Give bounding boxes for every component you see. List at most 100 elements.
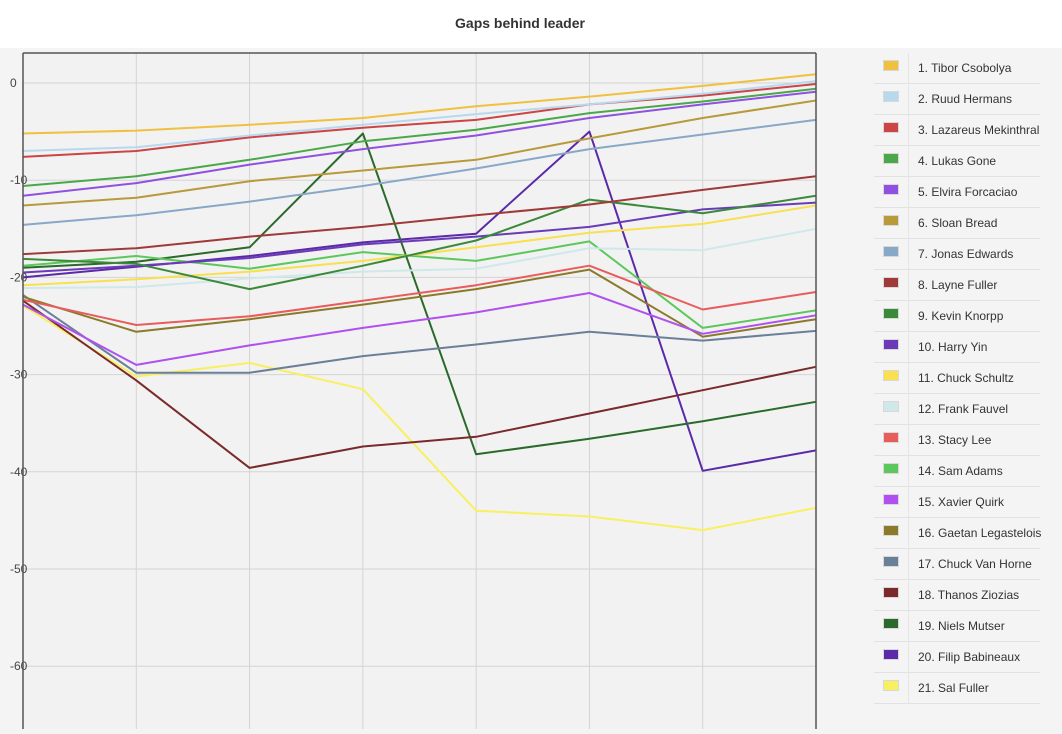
legend-swatch	[883, 587, 899, 598]
legend-label: 10. Harry Yin	[918, 340, 988, 354]
series-line	[22, 90, 817, 197]
legend-item[interactable]: 14. Sam Adams	[874, 456, 1040, 487]
legend-label: 11. Chuck Schultz	[918, 371, 1014, 385]
series-line	[22, 268, 817, 338]
legend-item[interactable]: 18. Thanos Ziozias	[874, 580, 1040, 611]
legend-swatch	[883, 463, 899, 474]
legend-label: 5. Elvira Forcaciao	[918, 185, 1018, 199]
legend-item[interactable]: 12. Frank Fauvel	[874, 394, 1040, 425]
legend-divider	[908, 673, 909, 703]
legend-label: 2. Ruud Hermans	[918, 92, 1013, 106]
legend-divider	[908, 332, 909, 362]
legend-label: 16. Gaetan Legastelois	[918, 526, 1042, 540]
legend-swatch	[883, 649, 899, 660]
legend-swatch	[883, 618, 899, 629]
legend-label: 1. Tibor Csobolya	[918, 61, 1012, 75]
legend-item[interactable]: 8. Layne Fuller	[874, 270, 1040, 301]
legend-label: 12. Frank Fauvel	[918, 402, 1009, 416]
legend-label: 8. Layne Fuller	[918, 278, 998, 292]
series-line	[22, 299, 817, 469]
legend-swatch	[883, 60, 899, 71]
legend-item[interactable]: 7. Jonas Edwards	[874, 239, 1040, 270]
legend-item[interactable]: 15. Xavier Quirk	[874, 487, 1040, 518]
legend-label: 3. Lazareus Mekinthral	[918, 123, 1040, 137]
y-tick-label: -50	[10, 562, 28, 576]
series-line	[22, 240, 817, 329]
legend-item[interactable]: 9. Kevin Knorpp	[874, 301, 1040, 332]
legend-item[interactable]: 5. Elvira Forcaciao	[874, 177, 1040, 208]
legend-swatch	[883, 246, 899, 257]
legend-item[interactable]: 13. Stacy Lee	[874, 425, 1040, 456]
series-line	[22, 83, 817, 158]
series-line	[22, 87, 817, 187]
legend-swatch	[883, 556, 899, 567]
legend-item[interactable]: 4. Lukas Gone	[874, 146, 1040, 177]
series-line	[22, 227, 817, 290]
legend-item[interactable]: 16. Gaetan Legastelois	[874, 518, 1042, 549]
legend-divider	[908, 611, 909, 641]
legend-item[interactable]: 6. Sloan Bread	[874, 208, 1040, 239]
legend-item[interactable]: 10. Harry Yin	[874, 332, 1040, 363]
legend-item[interactable]: 1. Tibor Csobolya	[874, 53, 1040, 84]
legend-swatch	[883, 91, 899, 102]
series-line	[22, 194, 817, 291]
legend-item[interactable]: 17. Chuck Van Horne	[874, 549, 1040, 580]
legend-swatch	[883, 339, 899, 350]
legend-divider	[908, 84, 909, 114]
legend-item[interactable]: 3. Lazareus Mekinthral	[874, 115, 1040, 146]
legend-swatch	[883, 680, 899, 691]
legend-item[interactable]: 20. Filip Babineaux	[874, 642, 1040, 673]
legend-swatch	[883, 432, 899, 443]
legend-swatch	[883, 308, 899, 319]
legend-divider	[908, 239, 909, 269]
series-line	[22, 292, 817, 366]
legend-swatch	[883, 122, 899, 133]
series-line	[22, 264, 817, 326]
legend-divider	[908, 301, 909, 331]
y-tick-label: -40	[10, 465, 28, 479]
legend-swatch	[883, 370, 899, 381]
legend-label: 4. Lukas Gone	[918, 154, 997, 168]
chart-title: Gaps behind leader	[455, 15, 585, 31]
legend-label: 19. Niels Mutser	[918, 619, 1005, 633]
plot-area: 0 -10 -20 -30 -40 -50 -60	[0, 48, 860, 731]
legend-item[interactable]: 11. Chuck Schultz	[874, 363, 1040, 394]
legend-label: 15. Xavier Quirk	[918, 495, 1005, 509]
series-line	[22, 73, 817, 135]
legend-swatch	[883, 525, 899, 536]
series-line	[22, 99, 817, 207]
legend-divider	[908, 270, 909, 300]
legend-divider	[908, 549, 909, 579]
legend-label: 7. Jonas Edwards	[918, 247, 1014, 261]
chart-header: Gaps behind leader	[0, 0, 1062, 48]
legend-divider	[908, 177, 909, 207]
legend-divider	[908, 146, 909, 176]
legend-divider	[908, 518, 909, 548]
y-tick-label: -60	[10, 659, 28, 673]
legend-swatch	[883, 401, 899, 412]
legend-item[interactable]: 19. Niels Mutser	[874, 611, 1040, 642]
legend-divider	[908, 487, 909, 517]
legend: 1. Tibor Csobolya 2. Ruud Hermans 3. Lazar…	[874, 53, 1042, 704]
legend-swatch	[883, 277, 899, 288]
legend-swatch	[883, 153, 899, 164]
legend-divider	[908, 363, 909, 393]
legend-divider	[908, 53, 909, 83]
legend-label: 20. Filip Babineaux	[918, 650, 1021, 664]
legend-label: 13. Stacy Lee	[918, 433, 992, 447]
legend-divider	[908, 580, 909, 610]
legend-label: 9. Kevin Knorpp	[918, 309, 1004, 323]
series-line	[22, 294, 817, 374]
legend-item[interactable]: 2. Ruud Hermans	[874, 84, 1040, 115]
legend-divider	[908, 425, 909, 455]
legend-label: 21. Sal Fuller	[918, 681, 989, 695]
legend-label: 17. Chuck Van Horne	[918, 557, 1032, 571]
y-tick-label: 0	[10, 76, 17, 90]
legend-item[interactable]: 21. Sal Fuller	[874, 673, 1040, 704]
line-chart: 0-10-20-30-40-50-60	[10, 52, 817, 731]
legend-divider	[908, 208, 909, 238]
series-line	[22, 118, 817, 226]
legend-label: 14. Sam Adams	[918, 464, 1003, 478]
series-line	[22, 304, 817, 532]
legend-swatch	[883, 184, 899, 195]
